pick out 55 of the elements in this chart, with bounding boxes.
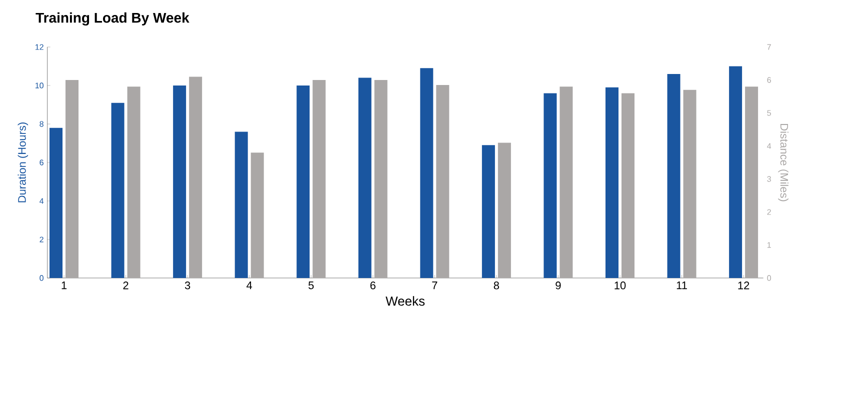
bar xyxy=(683,90,696,278)
chart-title: Training Load By Week xyxy=(36,12,190,26)
y2-tick-label: 1 xyxy=(767,242,771,248)
x-tick-label: 7 xyxy=(432,282,438,290)
bar xyxy=(374,80,388,278)
x-tick-label: 6 xyxy=(370,282,376,290)
bar xyxy=(498,142,511,278)
bar xyxy=(544,93,557,278)
bar xyxy=(482,145,495,278)
bar xyxy=(621,93,634,278)
y-tick-label: 0 xyxy=(40,275,44,281)
x-tick-label: 1 xyxy=(62,282,67,290)
x-tick-label: 10 xyxy=(614,282,626,290)
bar xyxy=(312,80,326,278)
bar xyxy=(560,86,573,278)
x-tick-label: 11 xyxy=(676,282,687,290)
y2-axis-title: Distance (Miles) xyxy=(778,124,788,202)
bar xyxy=(296,85,310,278)
x-tick-label: 5 xyxy=(308,282,314,290)
x-tick-label: 8 xyxy=(494,282,500,290)
x-tick-label: 12 xyxy=(738,282,750,290)
y2-tick-label: 0 xyxy=(767,275,771,281)
bar xyxy=(173,85,186,278)
y-tick-label: 4 xyxy=(40,198,44,204)
y-axis-title: Duration (Hours) xyxy=(18,122,28,202)
bar xyxy=(436,84,450,278)
bar xyxy=(66,80,79,278)
x-axis-title: Weeks xyxy=(386,296,425,306)
y2-tick-label: 3 xyxy=(767,176,771,182)
y-tick-label: 6 xyxy=(40,160,44,166)
x-tick-label: 4 xyxy=(246,282,252,290)
bar xyxy=(189,76,202,278)
bar xyxy=(127,86,140,278)
bar xyxy=(729,66,742,278)
bar xyxy=(667,74,680,278)
bar xyxy=(250,152,264,278)
y-tick-label: 12 xyxy=(36,44,44,50)
bar xyxy=(605,87,618,278)
bar xyxy=(358,78,372,278)
x-tick-label: 9 xyxy=(556,282,561,290)
bar xyxy=(745,86,758,278)
y-tick-label: 8 xyxy=(40,121,44,127)
x-tick-label: 3 xyxy=(184,282,190,290)
y2-tick-label: 4 xyxy=(767,143,772,149)
y2-tick-label: 5 xyxy=(767,110,771,116)
bar xyxy=(111,102,124,278)
y2-tick-label: 2 xyxy=(767,209,771,215)
y-tick-label: 10 xyxy=(36,82,44,88)
y2-tick-label: 6 xyxy=(767,77,771,83)
bar xyxy=(420,68,434,278)
y-tick-label: 2 xyxy=(40,236,44,242)
bar xyxy=(50,128,63,278)
y2-tick-label: 7 xyxy=(767,44,771,50)
x-tick-label: 2 xyxy=(123,282,128,290)
bar xyxy=(234,132,248,278)
